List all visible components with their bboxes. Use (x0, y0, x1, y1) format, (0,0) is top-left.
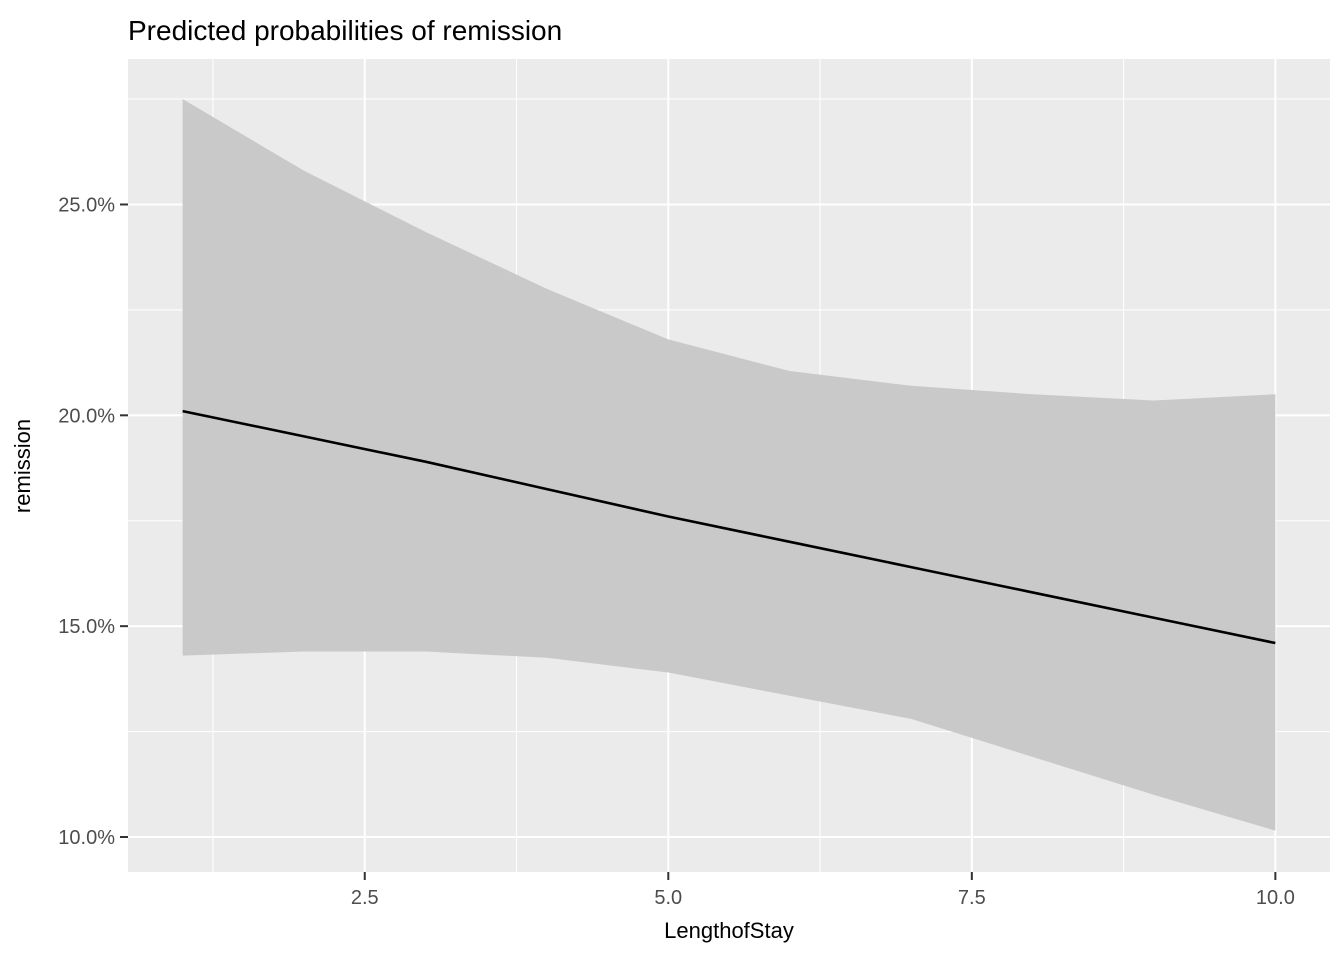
y-axis-tick-labels: 10.0% 15.0% 20.0% 25.0% (58, 194, 115, 849)
x-axis-title: LengthofStay (664, 918, 794, 943)
confidence-ribbon (182, 99, 1276, 831)
x-tick-label: 5.0 (654, 887, 682, 909)
y-tick-label: 20.0% (58, 405, 115, 427)
x-tick-label: 2.5 (351, 887, 379, 909)
axis-tick-marks (120, 203, 1277, 880)
data-layer (182, 99, 1276, 831)
x-axis-tick-labels: 2.5 5.0 7.5 10.0 (351, 887, 1295, 909)
y-tick-label: 10.0% (58, 827, 115, 849)
y-tick-label: 15.0% (58, 616, 115, 638)
x-tick-label: 7.5 (958, 887, 986, 909)
y-tick-label: 25.0% (58, 194, 115, 216)
x-tick-label: 10.0 (1256, 887, 1295, 909)
trend-line (182, 409, 1276, 645)
y-axis-title: remission (10, 419, 35, 513)
plot-title: Predicted probabilities of remission (128, 15, 562, 46)
